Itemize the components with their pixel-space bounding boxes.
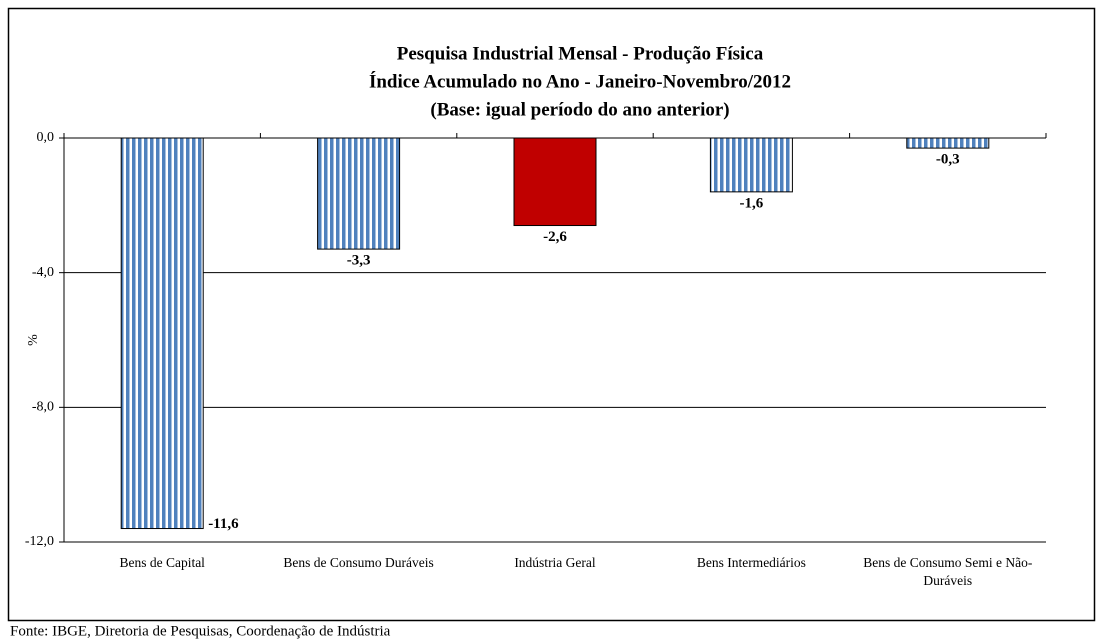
x-tick-label-box: Bens de Capital bbox=[119, 555, 205, 570]
chart-title: (Base: igual período do ano anterior) bbox=[430, 99, 729, 120]
y-tick-label: -12,0 bbox=[25, 534, 54, 549]
bar bbox=[906, 137, 990, 149]
frame bbox=[7, 7, 1096, 622]
y-tick-label: 0,0 bbox=[37, 130, 55, 145]
bar bbox=[317, 137, 401, 250]
value-label: -3,3 bbox=[347, 253, 371, 269]
x-tick-label: Bens Intermediários bbox=[696, 555, 806, 570]
chart-title: Índice Acumulado no Ano - Janeiro-Novemb… bbox=[369, 70, 791, 92]
value-label: -11,6 bbox=[208, 516, 239, 532]
y-axis-label: % bbox=[26, 334, 41, 346]
value-label: -0,3 bbox=[936, 152, 960, 168]
x-tick-label-box: Bens de Consumo Semi e Não-Duráveis bbox=[863, 555, 1033, 588]
source: Fonte: IBGE, Diretoria de Pesquisas, Coo… bbox=[10, 623, 391, 639]
x-tick-label-box: Indústria Geral bbox=[514, 555, 596, 570]
value-label: -2,6 bbox=[543, 229, 567, 245]
value-label: -1,6 bbox=[740, 195, 764, 211]
x-tick-label-box: Bens de Consumo Duráveis bbox=[283, 555, 434, 570]
bar bbox=[513, 137, 597, 227]
y-tick-label: -8,0 bbox=[32, 400, 54, 415]
x-tick-label: Indústria Geral bbox=[514, 555, 596, 570]
y-tick-label: -4,0 bbox=[32, 265, 54, 280]
x-tick-label: Bens de Capital bbox=[119, 555, 205, 570]
bar bbox=[120, 137, 204, 530]
x-tick-label-box: Bens Intermediários bbox=[696, 555, 806, 570]
bar bbox=[709, 137, 793, 193]
x-tick-label: Bens de Consumo Semi e Não-Duráveis bbox=[863, 555, 1033, 588]
x-tick-label: Bens de Consumo Duráveis bbox=[283, 555, 434, 570]
chart-title: Pesquisa Industrial Mensal - Produção Fí… bbox=[397, 43, 764, 64]
